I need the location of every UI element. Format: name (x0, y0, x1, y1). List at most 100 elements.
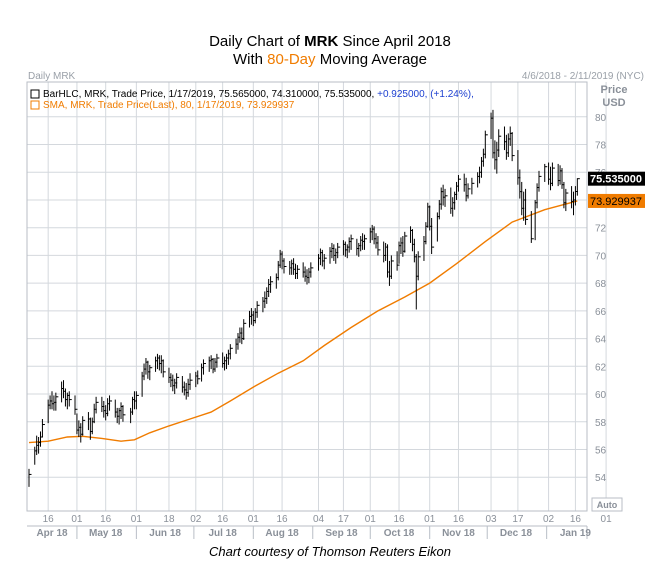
y-tick-label: 60 (595, 390, 607, 401)
month-label: Nov 18 (442, 528, 475, 539)
sma-line (28, 200, 578, 444)
price-bar (229, 344, 233, 360)
price-bar (149, 364, 153, 381)
x-tick-label: 02 (543, 514, 555, 525)
auto-button[interactable] (591, 497, 623, 512)
price-bar (283, 258, 287, 274)
month-label: Jan 19 (560, 528, 592, 539)
price-bar (135, 391, 139, 410)
sma-last-value: 73.929937 (590, 196, 642, 208)
month-label: Oct 18 (384, 528, 415, 539)
title-ticker: MRK (304, 33, 339, 50)
price-bar (544, 163, 548, 182)
x-tick-label: 16 (453, 514, 465, 525)
x-tick-label: 01 (248, 514, 260, 525)
price-bar (82, 416, 86, 436)
x-tick-label: 03 (485, 514, 497, 525)
sma-layer (28, 200, 578, 444)
price-bar (256, 301, 260, 318)
y-tick-label: 68 (595, 279, 607, 290)
month-label: Aug 18 (265, 528, 299, 539)
x-tick-label: 17 (338, 514, 350, 525)
legend-bar-label: BarHLC, MRK, Trade Price, 1/17/2019, 75.… (43, 89, 474, 100)
y-tick-label: 80 (595, 113, 607, 124)
price-bar (431, 217, 435, 255)
legend-bar-text: BarHLC, MRK, Trade Price, 1/17/2019, 75.… (43, 89, 374, 100)
price-bar (176, 373, 180, 389)
month-label: Jun 18 (149, 528, 181, 539)
price-bar (310, 262, 314, 278)
price-bar (377, 236, 381, 256)
price-bar (216, 353, 220, 368)
plot-frame (26, 81, 588, 512)
month-label: Sep 18 (325, 528, 358, 539)
price-bar (243, 319, 247, 340)
panel-name: Daily MRK (28, 71, 76, 82)
price-bar (337, 242, 341, 259)
price-bar (538, 170, 542, 192)
price-bar (551, 162, 555, 187)
x-tick-label: 01 (131, 514, 143, 525)
price-bar (202, 359, 206, 375)
month-label: Apr 18 (36, 528, 68, 539)
price-bar (68, 391, 72, 407)
price-bar (55, 392, 59, 411)
panel-date-range: 4/6/2018 - 2/11/2019 (NYC) (521, 71, 644, 82)
price-bar (364, 234, 368, 250)
y-tick-label: 64 (595, 335, 607, 346)
price-bar (530, 211, 534, 243)
grid-lines (27, 82, 607, 511)
legend-bar-change: +0.925000, (+1.24%), (377, 89, 474, 100)
price-bar (484, 130, 488, 159)
price-bar (189, 373, 193, 390)
x-tick-label: 16 (217, 514, 229, 525)
price-bar (417, 251, 421, 281)
y-tick-label: 54 (595, 473, 607, 484)
chart-subtitle: With 80-Day Moving Average (0, 51, 660, 68)
month-label: Jul 18 (208, 528, 237, 539)
x-tick-label: 01 (71, 514, 83, 525)
price-bar (41, 418, 45, 438)
y-axis: Price USD 5456586062646668707274767880 (595, 84, 627, 484)
y-tick-label: 70 (595, 251, 607, 262)
y-tick-label: 58 (595, 418, 607, 429)
x-tick-label: 02 (190, 514, 202, 525)
price-bar (270, 276, 274, 293)
y-tick-label: 72 (595, 224, 607, 235)
legend-sma-swatch (30, 100, 40, 110)
price-bar (576, 178, 580, 196)
price-bar (511, 132, 515, 162)
price-bar (350, 234, 354, 250)
month-label: Dec 18 (500, 528, 533, 539)
price-bar (471, 177, 475, 195)
price-bar (323, 254, 327, 270)
y-tick-label: 56 (595, 445, 607, 456)
auto-label: Auto (597, 500, 618, 510)
x-tick-label: 16 (570, 514, 582, 525)
chart-credit: Chart courtesy of Thomson Reuters Eikon (208, 544, 452, 559)
sma-value-badge (588, 193, 645, 208)
legend-sma-label: SMA, MRK, Trade Price(Last), 80, 1/17/20… (43, 100, 295, 111)
price-bar (122, 405, 126, 422)
legend-bar-swatch (30, 89, 40, 99)
price-bar (197, 370, 201, 385)
x-tick-label: 16 (277, 514, 289, 525)
price-bar (28, 468, 32, 487)
x-tick-label: 16 (100, 514, 112, 525)
legend: BarHLC, MRK, Trade Price, 1/17/2019, 75.… (30, 89, 474, 111)
title-prefix: Daily Chart of (209, 33, 305, 50)
x-axis: 16 01 16 01 18 02 16 01 16 04 17 01 16 01 16 03 17 02 16 01… (27, 514, 612, 539)
price-bar (95, 396, 99, 414)
value-badges: 75.535000 73.929937 (588, 171, 645, 208)
x-tick-label: 01 (365, 514, 377, 525)
title-suffix: Since April 2018 (338, 33, 451, 50)
price-bar (498, 129, 502, 157)
price-bar (467, 183, 471, 199)
price-bar (525, 188, 529, 225)
x-tick-label: 01 (424, 514, 436, 525)
last-price-value: 75.535000 (590, 174, 642, 186)
x-tick-label: 16 (393, 514, 405, 525)
chart-title: Daily Chart of MRK Since April 2018 (0, 33, 660, 50)
subtitle-prefix: With (233, 51, 268, 68)
